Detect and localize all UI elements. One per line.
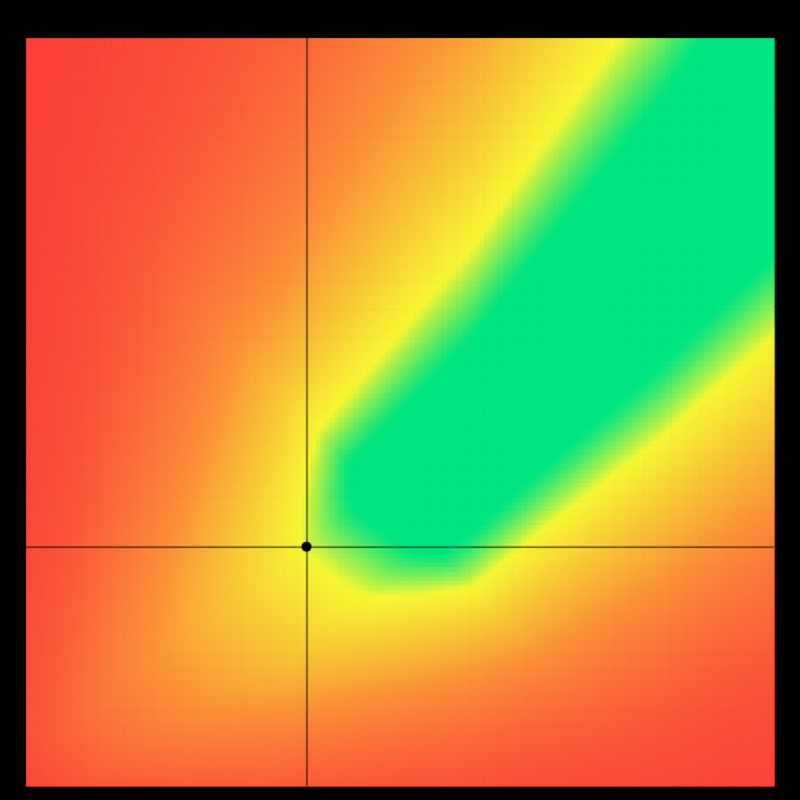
bottleneck-heatmap: [0, 0, 800, 800]
chart-container: TheBottlenecker.com: [0, 0, 800, 800]
